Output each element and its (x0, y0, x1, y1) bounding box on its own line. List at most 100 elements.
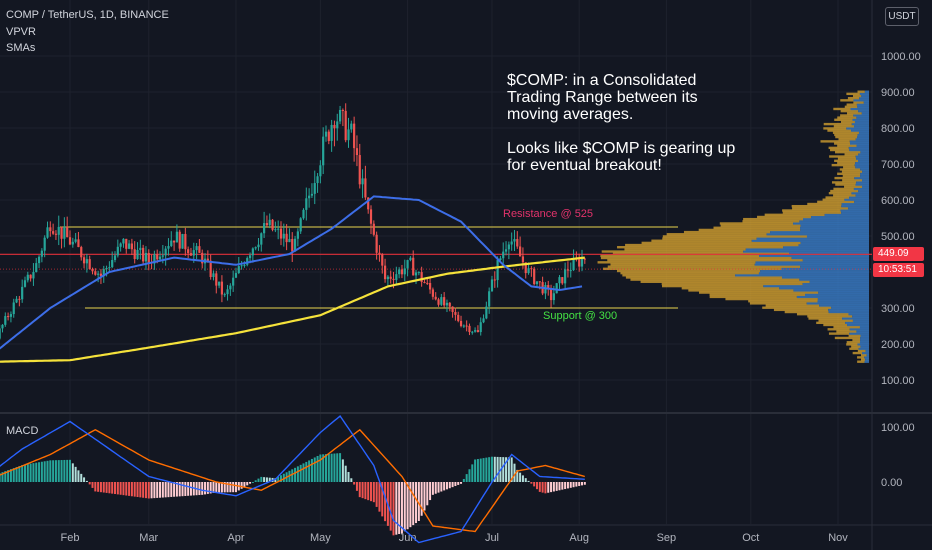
candle-body (40, 250, 43, 257)
volume-profile-bar (857, 360, 865, 363)
candle-body (232, 277, 235, 286)
volume-profile-bar (833, 125, 855, 128)
macd-histogram-bar (378, 482, 381, 512)
candle-body (136, 249, 139, 260)
macd-histogram-bar (77, 470, 80, 482)
volume-profile-bar (862, 179, 869, 182)
macd-histogram-bar (566, 482, 569, 489)
volume-profile-bar (841, 211, 869, 214)
macd-histogram-bar (417, 482, 420, 521)
macd-histogram-bar (476, 459, 479, 482)
candle-body (338, 109, 342, 122)
macd-histogram-bar (296, 466, 299, 482)
volume-profile-bar (827, 328, 850, 331)
macd-histogram-bar (578, 482, 581, 486)
volume-profile-bar (849, 347, 859, 350)
candle-body (355, 148, 359, 156)
macd-histogram-bar (21, 465, 24, 482)
volume-profile-bar (709, 295, 797, 299)
candle-body (516, 239, 519, 247)
macd-histogram-bar (434, 482, 437, 494)
volume-profile-bar (849, 140, 869, 143)
volume-profile-bar (630, 278, 800, 281)
resistance-label: Resistance @ 525 (503, 208, 594, 220)
volume-profile-bar (834, 118, 853, 121)
candle-body (496, 260, 499, 281)
candle-body (395, 274, 398, 280)
macd-histogram-bar (133, 482, 136, 497)
volume-profile-bar (857, 135, 869, 139)
candle-body (417, 272, 420, 274)
macd-histogram-bar (274, 478, 277, 482)
volume-profile-bar (661, 282, 803, 286)
volume-profile-bar (855, 166, 869, 169)
volume-profile-bar (808, 317, 843, 320)
macd-histogram-bar (488, 457, 491, 482)
volume-profile-bar (856, 116, 869, 119)
volume-profile-bar (862, 170, 869, 173)
volume-profile-bar (858, 131, 869, 134)
candle-body (12, 302, 15, 315)
macd-histogram-bar (150, 482, 153, 499)
candle-body (293, 238, 297, 252)
candle-body (454, 312, 457, 315)
candle-body (18, 298, 21, 300)
candle-body (547, 285, 550, 290)
volume-profile-bar (622, 274, 736, 277)
volume-profile-bar (782, 209, 841, 212)
price-tick-label: 200.00 (881, 339, 915, 351)
macd-title[interactable]: MACD (6, 425, 39, 437)
volume-profile-bar (846, 92, 860, 96)
volume-profile-bar (828, 332, 850, 335)
macd-histogram-bar (451, 482, 454, 488)
macd-histogram-bar (325, 454, 327, 482)
candle-body (170, 240, 173, 247)
macd-histogram-bar (159, 482, 162, 498)
candle-body (74, 239, 77, 242)
candle-body (572, 258, 575, 271)
sma-fast-line (0, 195, 583, 350)
macd-histogram-bar (400, 482, 403, 534)
macd-histogram-bar (218, 482, 221, 493)
volume-profile-bar (607, 258, 803, 262)
candle-body (178, 231, 181, 249)
volume-profile-bar (852, 338, 861, 342)
volume-profile-bar (834, 176, 855, 180)
macd-histogram-bar (97, 482, 100, 492)
indicator-smas[interactable]: SMAs (6, 42, 36, 54)
candle-body (147, 252, 150, 263)
macd-histogram-bar (547, 482, 550, 493)
candle-body (184, 234, 187, 250)
volume-profile-bar (600, 256, 792, 260)
volume-profile-bar (857, 133, 869, 137)
volume-profile-bar (800, 241, 869, 245)
macd-histogram-bar (49, 460, 52, 482)
volume-profile-bar (805, 293, 869, 296)
volume-profile-bar (860, 168, 869, 171)
macd-histogram-bar (445, 482, 448, 490)
candle-body (544, 285, 547, 294)
candle-body (471, 331, 474, 333)
current-price-tag: 449.09 (873, 247, 924, 261)
time-tick-label: Oct (742, 532, 759, 544)
macd-histogram-bar (260, 476, 263, 482)
currency-unit-button[interactable]: USDT (885, 7, 919, 26)
volume-profile-bar (781, 276, 869, 279)
candle-body (305, 198, 308, 210)
volume-profile-bar (818, 291, 869, 294)
macd-histogram-bar (130, 482, 133, 497)
volume-profile-bar (770, 230, 869, 234)
volume-profile-bar (616, 269, 761, 273)
indicator-vpvr[interactable]: VPVR (6, 26, 36, 38)
volume-profile-bar (764, 213, 825, 217)
volume-profile-bar (859, 341, 869, 344)
macd-histogram-bar (398, 482, 401, 535)
candle-body (445, 302, 449, 306)
macd-histogram-bar (251, 481, 254, 483)
volume-profile-bar (856, 144, 869, 147)
macd-histogram-bar (462, 478, 465, 482)
candle-body (564, 269, 567, 284)
candle-body (322, 136, 325, 166)
volume-profile-bar (852, 94, 862, 98)
